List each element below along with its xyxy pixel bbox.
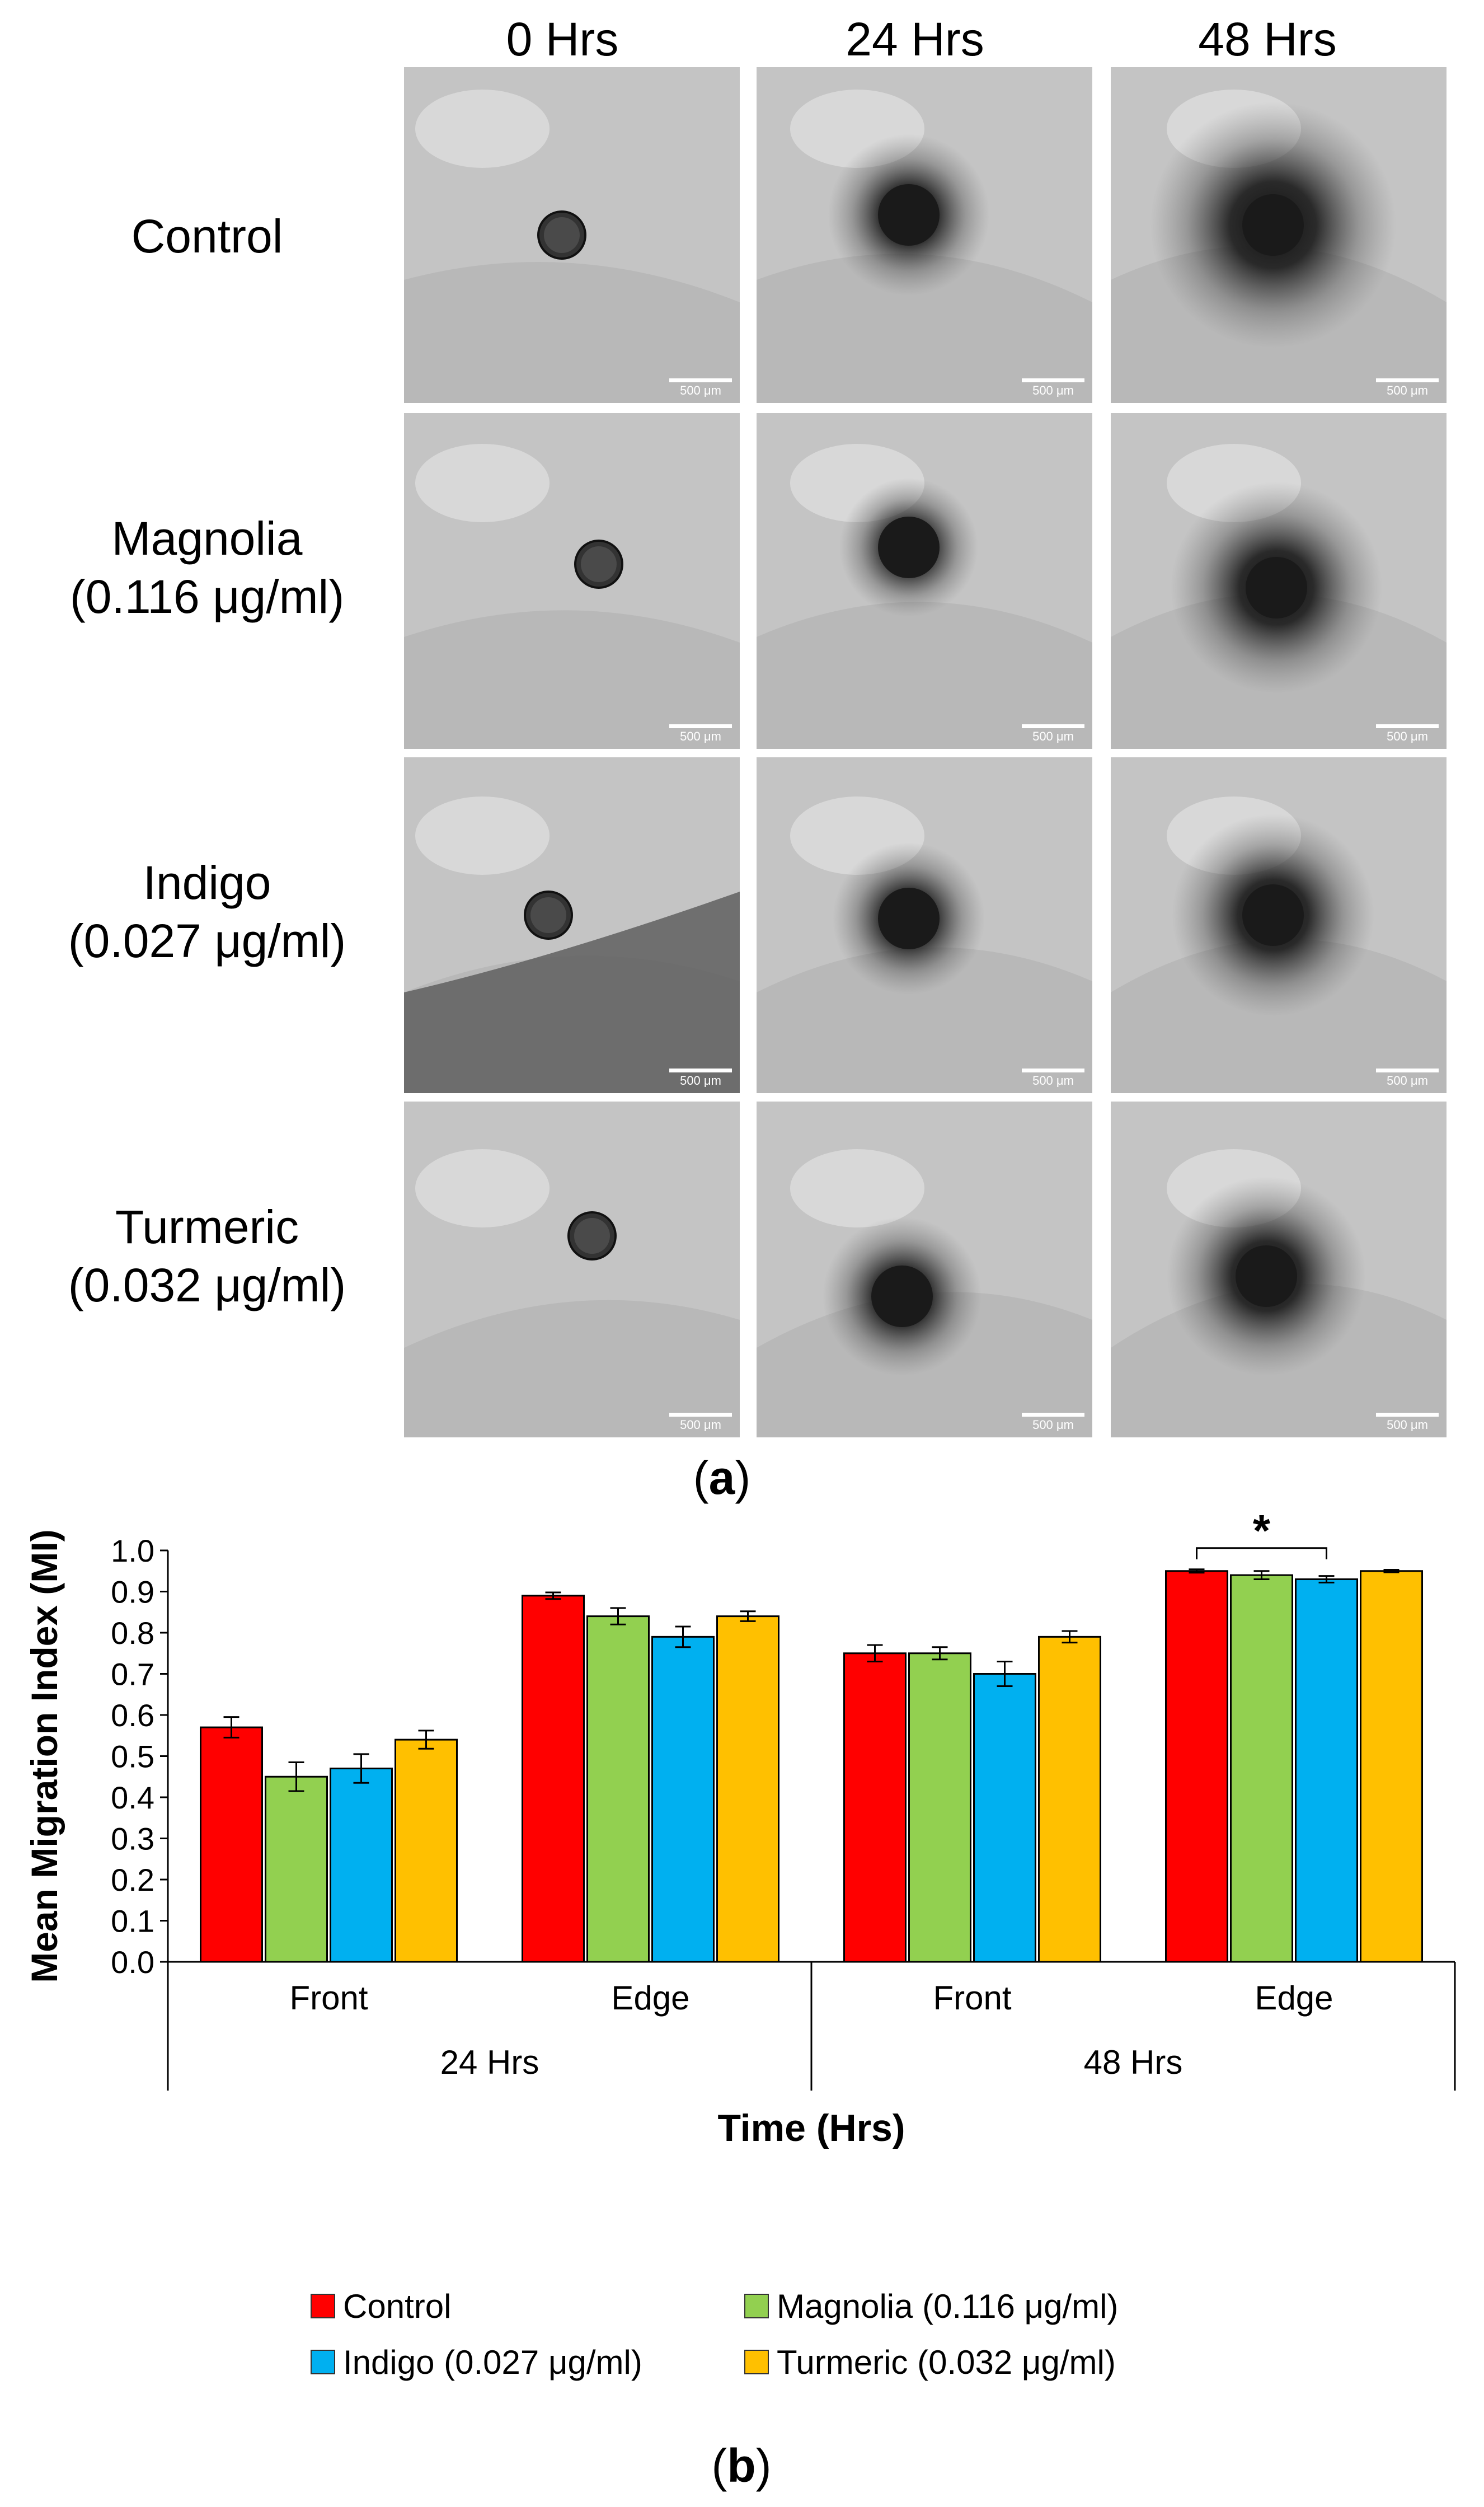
error-bar-1-1: [610, 1607, 626, 1625]
column-header-24hrs: 24 Hrs: [846, 13, 984, 65]
scale-bar: 500 μm: [1376, 378, 1439, 397]
bar-2-2: [973, 1673, 1036, 1963]
bar-3-0: [395, 1739, 458, 1963]
y-tick-label: 0.5: [111, 1739, 154, 1774]
significance-line: [1196, 1547, 1327, 1559]
bar-0-3: [1165, 1570, 1228, 1963]
scale-bar: 500 μm: [1022, 1069, 1084, 1088]
x-category-label: Edge: [611, 1979, 689, 2017]
micrograph-control-24hrs: 500 μm: [757, 67, 1092, 403]
legend-swatch-turmeric: [744, 2350, 769, 2374]
y-tick-label: 1.0: [111, 1533, 154, 1568]
micrograph-magnolia-24hrs: 500 μm: [757, 413, 1092, 749]
y-tick-label: 0.2: [111, 1862, 154, 1897]
chart-error-bars: [223, 1568, 1400, 1792]
chart-labels: 0.0 0.1 0.2 0.3 0.4 0.5 0.6 0.7 0.8 0.9 1.0 Front Ed…: [24, 1529, 1333, 2149]
micrograph-control-0hrs: 500 μm: [404, 67, 740, 403]
micrograph-turmeric-48hrs: 500 μm: [1111, 1102, 1447, 1437]
scale-bar: 500 μm: [1376, 1069, 1439, 1088]
significance-bracket: *: [1196, 1506, 1327, 1559]
row-label-indigo: Indigo (0.027 μg/ml): [68, 856, 346, 967]
y-tick-label: 0.7: [111, 1657, 154, 1692]
bar-1-0: [265, 1775, 328, 1963]
legend-swatch-indigo: [311, 2350, 335, 2374]
scale-bar: 500 μm: [1376, 724, 1439, 743]
error-bar-2-3: [1318, 1575, 1335, 1583]
x-category-label: Front: [289, 1979, 368, 2017]
error-bar-2-0: [353, 1753, 369, 1784]
scale-bar: 500 μm: [669, 1069, 732, 1088]
error-bar-3-3: [1383, 1569, 1400, 1573]
row-label-control: Control: [131, 210, 283, 263]
legend-item-turmeric: Turmeric (0.032 μg/ml): [744, 2340, 1116, 2384]
x-category-label: Edge: [1255, 1979, 1333, 2017]
legend-swatch-control: [311, 2294, 335, 2318]
scale-bar: 500 μm: [1022, 724, 1084, 743]
error-bar-0-1: [545, 1591, 561, 1600]
error-bar-1-0: [288, 1761, 304, 1792]
y-tick-label: 0.9: [111, 1575, 154, 1610]
bar-2-0: [330, 1768, 393, 1963]
bar-1-3: [1230, 1574, 1293, 1963]
error-bar-1-3: [1253, 1570, 1270, 1580]
legend-swatch-magnolia: [744, 2294, 769, 2318]
bar-0-0: [200, 1726, 263, 1963]
error-bar-0-3: [1189, 1568, 1205, 1574]
bar-1-1: [586, 1615, 650, 1963]
micrograph-indigo-24hrs: 500 μm: [757, 757, 1092, 1093]
bar-2-3: [1295, 1578, 1358, 1963]
column-header-48hrs: 48 Hrs: [1198, 13, 1337, 65]
panel-a-label: (a): [693, 1451, 751, 1504]
micrograph-turmeric-0hrs: 500 μm: [404, 1102, 740, 1437]
y-tick-label: 0.4: [111, 1780, 154, 1815]
micrograph-magnolia-0hrs: 500 μm: [404, 413, 740, 749]
bar-3-3: [1360, 1570, 1423, 1963]
y-tick-label: 0.3: [111, 1821, 154, 1857]
bar-0-2: [843, 1652, 907, 1963]
x-axis-title: Time (Hrs): [717, 2107, 905, 2149]
error-bar-3-1: [740, 1610, 756, 1622]
significance-asterisk: *: [1253, 1506, 1271, 1555]
error-bar-2-2: [997, 1660, 1013, 1688]
bar-3-1: [716, 1615, 779, 1963]
y-tick-label: 0.6: [111, 1698, 154, 1733]
panel-b-label: (b): [711, 2439, 772, 2492]
bar-3-2: [1038, 1636, 1101, 1963]
micrograph-indigo-48hrs: 500 μm: [1111, 757, 1447, 1093]
scale-bar: 500 μm: [1022, 378, 1084, 397]
chart-bars: [200, 1570, 1423, 1963]
y-tick-label: 0.0: [111, 1944, 154, 1980]
bar-0-1: [522, 1595, 585, 1963]
row-label-magnolia: Magnolia (0.116 μg/ml): [69, 512, 345, 623]
x-group-label: 48 Hrs: [1084, 2044, 1183, 2081]
legend-item-indigo: Indigo (0.027 μg/ml): [311, 2340, 642, 2384]
legend-item-magnolia: Magnolia (0.116 μg/ml): [744, 2284, 1118, 2328]
micrograph-magnolia-48hrs: 500 μm: [1111, 413, 1447, 749]
error-bar-0-0: [223, 1716, 239, 1739]
bar-2-1: [651, 1636, 715, 1963]
error-bar-3-0: [418, 1730, 434, 1750]
micrograph-indigo-0hrs: 500 μm: [404, 757, 740, 1093]
row-label-turmeric: Turmeric (0.032 μg/ml): [68, 1201, 346, 1311]
micrograph-control-48hrs: 500 μm: [1111, 67, 1447, 403]
micrograph-turmeric-24hrs: 500 μm: [757, 1102, 1092, 1437]
scale-bar: 500 μm: [1022, 1413, 1084, 1432]
y-tick-label: 0.8: [111, 1615, 154, 1651]
error-bar-2-1: [675, 1625, 691, 1648]
scale-bar: 500 μm: [669, 1413, 732, 1432]
column-header-0hrs: 0 Hrs: [506, 13, 619, 65]
y-tick-label: 0.1: [111, 1904, 154, 1939]
scale-bar: 500 μm: [1376, 1413, 1439, 1432]
scale-bar: 500 μm: [669, 724, 732, 743]
x-group-label: 24 Hrs: [440, 2044, 539, 2081]
legend-item-control: Control: [311, 2284, 451, 2328]
error-bar-1-2: [932, 1646, 948, 1661]
scale-bar: 500 μm: [669, 378, 732, 397]
migration-index-bar-chart: * 0.0 0.1 0.2 0.3 0.4 0.5 0.6 0.7 0.8 0.9 1.0 Front…: [24, 1506, 1456, 2149]
y-axis-title: Mean Migration Index (MI): [24, 1529, 65, 1983]
x-category-label: Front: [933, 1979, 1011, 2017]
error-bar-0-2: [867, 1644, 883, 1662]
error-bar-3-2: [1062, 1630, 1078, 1644]
bar-1-2: [908, 1652, 971, 1963]
